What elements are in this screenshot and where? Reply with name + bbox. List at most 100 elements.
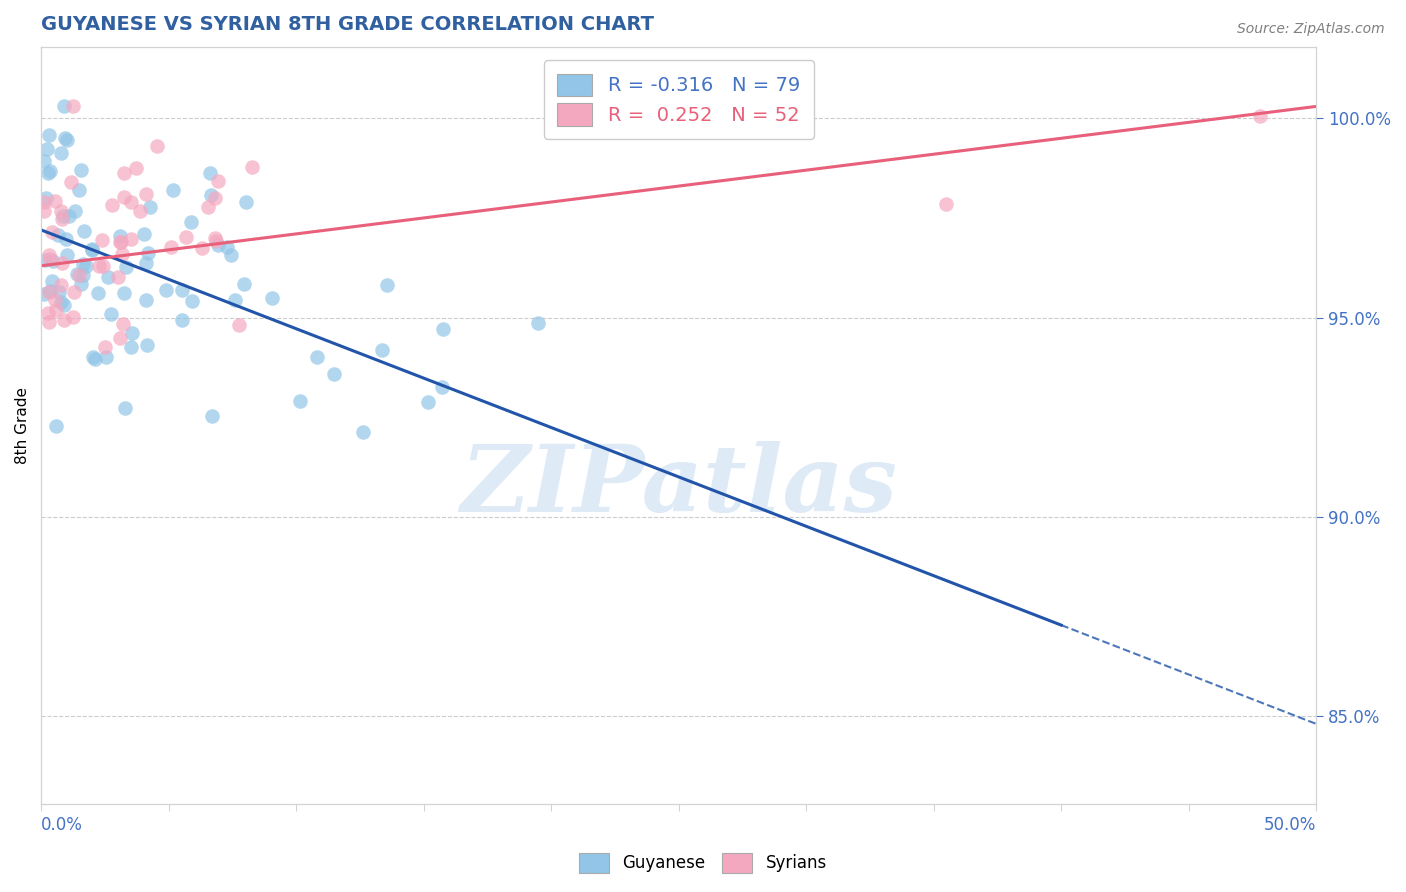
Point [201,409,224,424]
Point [235,195,257,210]
Point [35,191,58,205]
Point [37,306,59,320]
Point [138,200,160,214]
Point [174,230,197,244]
Point [84,351,107,366]
Point [232,277,254,291]
Point [72,257,94,271]
Point [204,191,226,205]
Point [66,267,89,281]
Point [58,209,80,223]
Point [97,269,120,284]
Point [112,318,135,332]
Point [110,331,132,345]
Point [114,166,136,180]
Point [45,419,67,434]
Point [200,166,222,180]
Point [375,277,398,292]
Point [39,284,62,298]
Point [416,395,439,409]
Point [240,160,263,174]
Point [87,259,110,273]
Point [224,293,246,307]
Point [132,227,155,241]
Text: Source: ZipAtlas.com: Source: ZipAtlas.com [1237,22,1385,37]
Point [63,285,86,300]
Point [69,277,91,291]
Legend: R = -0.316   N = 79, R =  0.252   N = 52: R = -0.316 N = 79, R = 0.252 N = 52 [544,60,814,139]
Point [49,145,72,160]
Point [53,99,76,113]
Point [112,285,135,300]
Point [49,278,72,293]
Point [49,294,72,309]
Point [170,313,193,327]
Point [55,232,77,246]
Point [120,340,142,354]
Point [32,287,55,301]
Point [107,269,129,284]
Point [115,260,138,275]
Point [108,235,131,249]
Point [48,228,70,243]
Point [39,163,62,178]
Point [190,241,212,255]
Point [35,142,58,156]
Point [305,351,328,365]
Y-axis label: 8th Grade: 8th Grade [15,386,30,464]
Point [73,224,96,238]
Point [1249,109,1271,123]
Point [75,259,97,273]
Point [108,228,131,243]
Point [32,194,55,209]
Point [52,313,75,327]
Point [129,203,152,218]
Point [69,163,91,178]
Point [160,240,183,254]
Point [51,211,73,226]
Point [38,285,60,299]
Point [94,350,117,364]
Legend: Guyanese, Syrians: Guyanese, Syrians [572,847,834,880]
Point [94,340,117,354]
Point [120,232,142,246]
Point [162,183,184,197]
Point [48,285,70,300]
Point [207,238,229,252]
Point [135,186,157,201]
Point [217,239,239,253]
Point [205,234,228,248]
Point [111,247,134,261]
Point [172,283,194,297]
Point [288,394,311,409]
Point [114,401,136,415]
Point [146,139,169,153]
Point [204,231,226,245]
Point [112,190,135,204]
Point [100,307,122,321]
Point [121,326,143,340]
Point [135,338,157,352]
Point [135,293,157,307]
Point [181,294,204,309]
Point [65,203,87,218]
Point [44,194,66,208]
Point [200,188,222,202]
Point [120,194,142,209]
Point [53,131,76,145]
Point [322,368,344,382]
Point [41,225,63,239]
Point [42,253,65,268]
Point [44,293,66,308]
Text: ZIPatlas: ZIPatlas [460,441,897,531]
Point [34,252,56,267]
Point [101,198,124,212]
Point [37,166,59,180]
Point [197,200,219,214]
Point [72,268,94,282]
Point [527,317,550,331]
Point [45,303,67,318]
Point [80,243,103,257]
Point [51,256,73,270]
Point [80,242,103,256]
